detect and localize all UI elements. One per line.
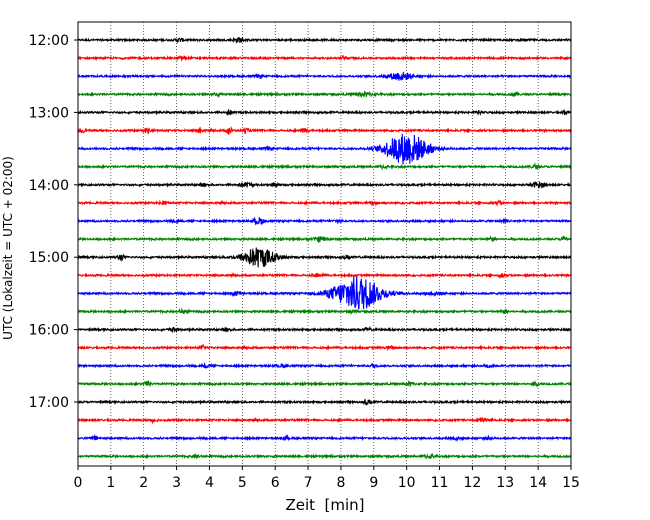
trace-1745	[77, 452, 572, 461]
x-axis-label: Zeit [min]	[285, 496, 364, 514]
trace-1445	[77, 235, 572, 243]
trace-1330	[77, 133, 572, 165]
trace-1615	[77, 343, 572, 352]
x-axis: 0 1 2 3 4 5 6 7 8 9 10 11 12 13 14 15	[74, 466, 580, 491]
y-tick-label: 14:00	[29, 178, 69, 194]
plot-frame	[77, 21, 572, 467]
x-tick-label: 2	[139, 475, 148, 491]
trace-1300	[77, 109, 572, 116]
trace-1245	[77, 90, 572, 99]
x-tick-label: 1	[106, 475, 115, 491]
y-tick-label: 12:00	[29, 33, 69, 49]
x-tick-label: 12	[463, 475, 481, 491]
x-tick-label: 6	[271, 475, 280, 491]
trace-1400	[77, 180, 572, 189]
x-tick-label: 15	[562, 475, 580, 491]
x-tick-label: 4	[205, 475, 214, 491]
trace-1515	[77, 272, 572, 280]
trace-1545	[77, 307, 572, 316]
y-axis: 12:00 13:00 14:00 15:00 16:00 17:00	[29, 33, 78, 411]
trace-1215	[77, 54, 572, 62]
trace-1230	[77, 71, 572, 81]
trace-1345	[77, 162, 572, 171]
seismogram-traces	[77, 36, 572, 461]
y-tick-label: 15:00	[29, 250, 69, 266]
trace-1630	[77, 361, 572, 369]
trace-1645	[77, 379, 572, 388]
x-tick-label: 11	[431, 475, 449, 491]
y-tick-label: 13:00	[29, 105, 69, 121]
x-tick-label: 8	[336, 475, 345, 491]
x-tick-label: 3	[172, 475, 181, 491]
trace-1600	[77, 325, 572, 334]
trace-1530	[77, 276, 572, 310]
vertical-gridlines	[110, 22, 539, 466]
x-tick-label: 10	[398, 475, 416, 491]
y-axis-label: UTC (Lokalzeit = UTC + 02:00)	[1, 156, 15, 340]
trace-1700	[77, 398, 572, 406]
trace-1715	[77, 416, 572, 425]
trace-1315	[77, 125, 572, 135]
x-tick-label: 14	[529, 475, 547, 491]
y-tick-label: 16:00	[29, 323, 69, 339]
x-tick-label: 9	[369, 475, 378, 491]
x-tick-label: 13	[496, 475, 514, 491]
trace-1730	[77, 434, 572, 443]
y-tick-label: 17:00	[29, 395, 69, 411]
trace-1415	[77, 199, 572, 207]
x-tick-label: 5	[238, 475, 247, 491]
trace-1500	[77, 247, 572, 268]
plot-background	[78, 22, 571, 466]
trace-1430	[77, 216, 572, 226]
x-tick-label: 7	[304, 475, 313, 491]
trace-1200	[77, 36, 572, 44]
x-tick-label: 0	[74, 475, 83, 491]
